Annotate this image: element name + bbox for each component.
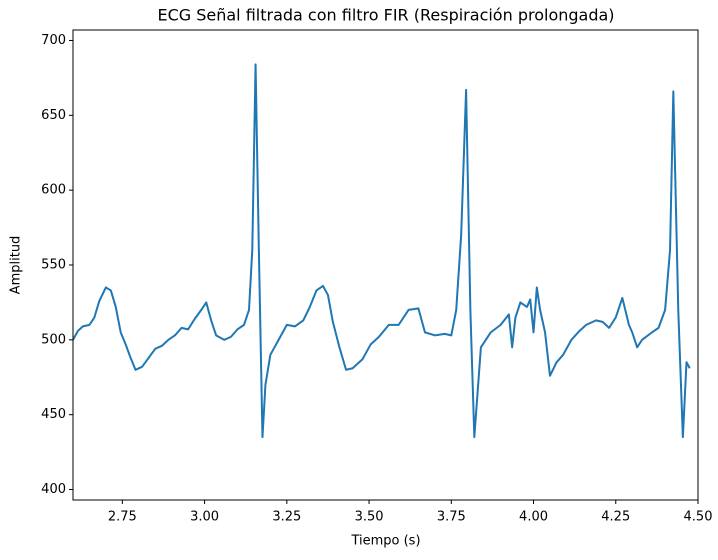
plot-frame [72, 29, 699, 501]
x-tick-label: 3.25 [272, 510, 301, 525]
x-axis-label: Tiempo (s) [350, 534, 420, 549]
line [73, 63, 691, 439]
x-tick-label: 4.50 [684, 510, 713, 525]
x-tick-label: 3.75 [437, 510, 466, 525]
x-tick-label: 3.00 [190, 510, 219, 525]
y-tick-label: 400 [41, 482, 66, 497]
y-tick-label: 600 [41, 183, 66, 198]
x-tick-label: 4.25 [601, 510, 630, 525]
y-tick-label: 500 [41, 332, 66, 347]
y-tick-label: 550 [41, 258, 66, 273]
x-tick-label: 2.75 [108, 510, 137, 525]
x-tick-label: 3.50 [355, 510, 384, 525]
y-tick-label: 700 [41, 33, 66, 48]
chart-title: ECG Señal filtrada con filtro FIR (Respi… [157, 6, 614, 25]
y-tick-label: 650 [41, 108, 66, 123]
x-tick-label: 4.00 [519, 510, 548, 525]
y-axis-label: Amplitud [9, 236, 24, 295]
y-tick-label: 450 [41, 407, 66, 422]
